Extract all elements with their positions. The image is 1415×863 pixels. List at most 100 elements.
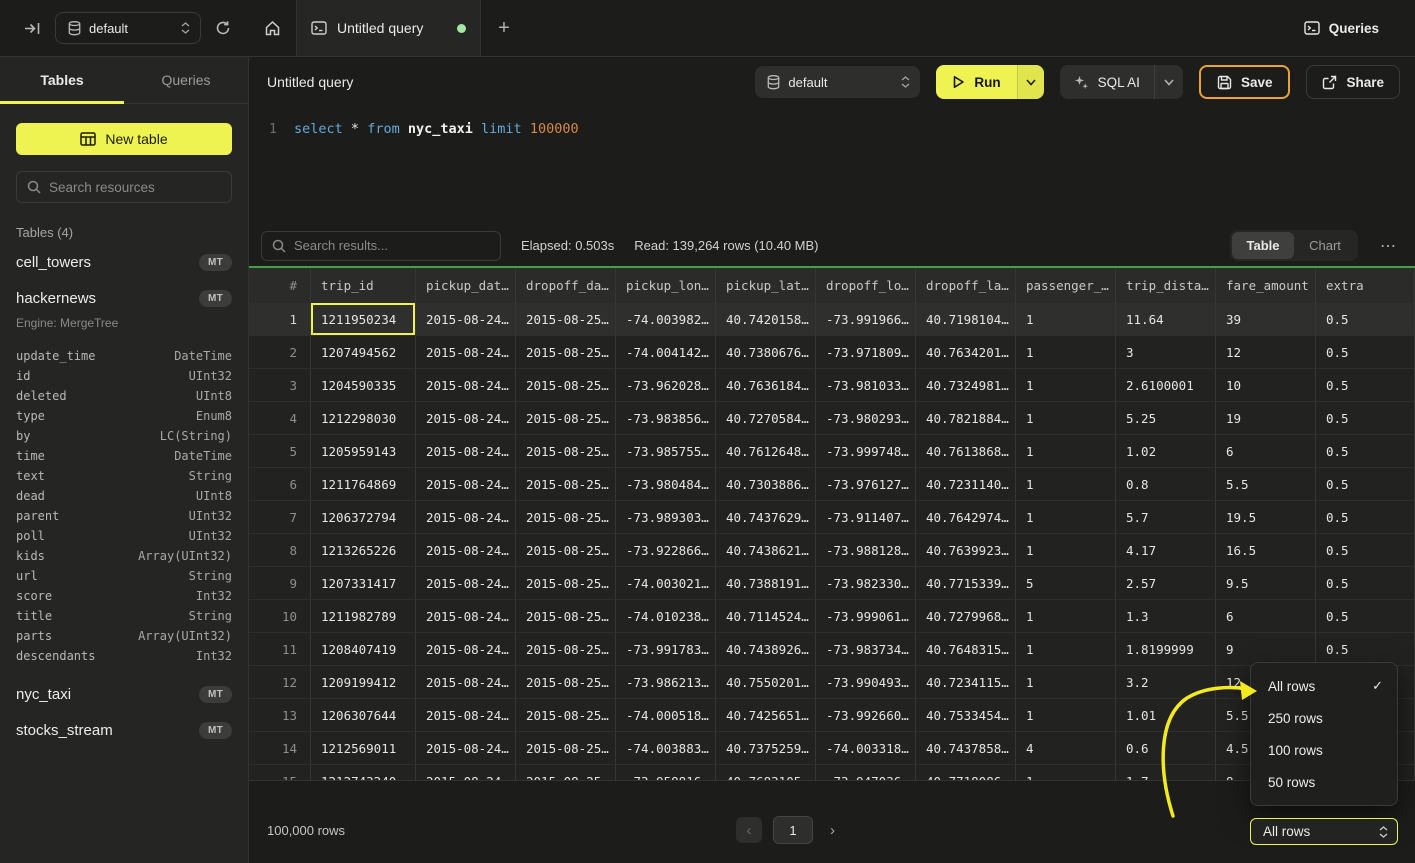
data-cell[interactable]: 40.7533454… — [916, 699, 1016, 732]
data-cell[interactable]: 6 — [1216, 600, 1316, 633]
data-cell[interactable]: 1.02 — [1116, 435, 1216, 468]
data-cell[interactable]: -73.947036… — [816, 765, 916, 780]
data-cell[interactable]: 40.7715339… — [916, 567, 1016, 600]
data-cell[interactable]: 40.7198104… — [916, 303, 1016, 336]
data-cell[interactable]: 2015-08-24… — [416, 369, 516, 402]
data-cell[interactable]: 40.7437629… — [716, 501, 816, 534]
data-cell[interactable]: 2015-08-24… — [416, 336, 516, 369]
row-number-cell[interactable]: 15 — [249, 765, 311, 780]
data-cell[interactable]: 1205959143 — [311, 435, 416, 468]
data-cell[interactable]: 2015-08-25… — [516, 567, 616, 600]
data-cell[interactable]: 40.7683105… — [716, 765, 816, 780]
data-cell[interactable]: -73.991783… — [616, 633, 716, 666]
sql-ai-options-button[interactable] — [1155, 65, 1183, 99]
data-cell[interactable]: 2015-08-25… — [516, 435, 616, 468]
data-cell[interactable]: 5 — [1016, 567, 1116, 600]
data-cell[interactable]: 40.7380676… — [716, 336, 816, 369]
row-number-cell[interactable]: 14 — [249, 732, 311, 765]
column-header-trip_id[interactable]: trip_id — [311, 268, 416, 303]
data-cell[interactable]: 1 — [1016, 600, 1116, 633]
data-cell[interactable]: 40.7612648… — [716, 435, 816, 468]
data-cell[interactable]: 1206372794 — [311, 501, 416, 534]
data-cell[interactable]: 0.5 — [1316, 303, 1415, 336]
row-number-cell[interactable]: 12 — [249, 666, 311, 699]
data-cell[interactable]: 2015-08-25… — [516, 534, 616, 567]
data-cell[interactable]: 0.6 — [1116, 732, 1216, 765]
sidebar-table-stocks_stream[interactable]: stocks_stream MT — [0, 712, 248, 748]
data-cell[interactable]: 2015-08-24… — [416, 666, 516, 699]
data-cell[interactable]: -73.991966… — [816, 303, 916, 336]
data-cell[interactable]: 40.7438926… — [716, 633, 816, 666]
data-cell[interactable]: 1212743240 — [311, 765, 416, 780]
data-cell[interactable]: 1211982789 — [311, 600, 416, 633]
data-cell[interactable]: 0.5 — [1316, 534, 1415, 567]
query-database-select[interactable]: default — [755, 66, 921, 98]
column-header-trip_dista[interactable]: trip_dista… — [1116, 268, 1216, 303]
data-cell[interactable]: 2015-08-25… — [516, 336, 616, 369]
view-toggle-chart[interactable]: Chart — [1294, 232, 1356, 259]
data-cell[interactable]: 40.7114524… — [716, 600, 816, 633]
data-cell[interactable]: -73.981033… — [816, 369, 916, 402]
data-cell[interactable]: 2015-08-24… — [416, 732, 516, 765]
data-cell[interactable]: -73.980484… — [616, 468, 716, 501]
data-cell[interactable]: 1.7 — [1116, 765, 1216, 780]
row-number-cell[interactable]: 6 — [249, 468, 311, 501]
row-number-cell[interactable]: 2 — [249, 336, 311, 369]
data-cell[interactable]: 4 — [1016, 732, 1116, 765]
data-cell[interactable]: -73.992660… — [816, 699, 916, 732]
page-size-option-all-rows[interactable]: All rows ✓ — [1251, 670, 1397, 702]
page-size-option-250-rows[interactable]: 250 rows — [1251, 702, 1397, 734]
data-cell[interactable]: 1 — [1016, 303, 1116, 336]
data-cell[interactable]: -74.003318… — [816, 732, 916, 765]
data-cell[interactable]: 1204590335 — [311, 369, 416, 402]
column-header-pickup_dat[interactable]: pickup_dat… — [416, 268, 516, 303]
data-cell[interactable]: 1.8199999 — [1116, 633, 1216, 666]
run-button[interactable]: Run — [936, 65, 1018, 99]
prev-page-button[interactable]: ‹ — [736, 817, 762, 843]
data-cell[interactable]: 6 — [1216, 435, 1316, 468]
data-cell[interactable]: 2015-08-24… — [416, 567, 516, 600]
column-header-fare_amount[interactable]: fare_amount — [1216, 268, 1316, 303]
data-cell[interactable]: -73.982330… — [816, 567, 916, 600]
data-cell[interactable]: 39 — [1216, 303, 1316, 336]
data-cell[interactable]: 1206307644 — [311, 699, 416, 732]
data-cell[interactable]: 1 — [1016, 534, 1116, 567]
data-cell[interactable]: 1212298030 — [311, 402, 416, 435]
data-cell[interactable]: -73.958816… — [616, 765, 716, 780]
data-cell[interactable]: 12 — [1216, 336, 1316, 369]
column-header-dropoff_lo[interactable]: dropoff_lo… — [816, 268, 916, 303]
data-cell[interactable]: 2.57 — [1116, 567, 1216, 600]
new-tab-button[interactable]: + — [481, 0, 527, 56]
tab-untitled-query[interactable]: Untitled query — [296, 0, 481, 56]
column-header-dropoff_la[interactable]: dropoff_la… — [916, 268, 1016, 303]
sql-ai-button[interactable]: SQL AI — [1060, 65, 1155, 99]
data-cell[interactable]: -74.003982… — [616, 303, 716, 336]
data-cell[interactable]: -74.000518… — [616, 699, 716, 732]
data-cell[interactable]: -73.999748… — [816, 435, 916, 468]
data-cell[interactable]: 0.5 — [1316, 336, 1415, 369]
resource-search-input[interactable] — [49, 179, 221, 195]
sql-editor[interactable]: 1 select * from nyc_taxi limit 100000 — [249, 107, 1415, 225]
data-cell[interactable]: 1 — [1016, 402, 1116, 435]
data-cell[interactable]: 40.7437858… — [916, 732, 1016, 765]
data-cell[interactable]: 2015-08-24… — [416, 402, 516, 435]
row-number-cell[interactable]: 1 — [249, 303, 311, 336]
data-cell[interactable]: 40.7388191… — [716, 567, 816, 600]
next-page-button[interactable]: › — [824, 818, 841, 843]
data-cell[interactable]: -74.010238… — [616, 600, 716, 633]
data-cell[interactable]: 1207331417 — [311, 567, 416, 600]
data-cell[interactable]: 2015-08-24… — [416, 534, 516, 567]
data-cell[interactable]: 40.7420158… — [716, 303, 816, 336]
data-cell[interactable]: 11.64 — [1116, 303, 1216, 336]
data-cell[interactable]: 1 — [1016, 336, 1116, 369]
data-cell[interactable]: 1 — [1016, 765, 1116, 780]
data-cell[interactable]: 2015-08-25… — [516, 699, 616, 732]
row-number-cell[interactable]: 5 — [249, 435, 311, 468]
row-number-cell[interactable]: 7 — [249, 501, 311, 534]
data-cell[interactable]: 19 — [1216, 402, 1316, 435]
data-cell[interactable]: 5.7 — [1116, 501, 1216, 534]
run-options-button[interactable] — [1017, 65, 1044, 99]
data-cell[interactable]: 1207494562 — [311, 336, 416, 369]
data-cell[interactable]: 2015-08-24… — [416, 699, 516, 732]
data-cell[interactable]: 0.8 — [1116, 468, 1216, 501]
